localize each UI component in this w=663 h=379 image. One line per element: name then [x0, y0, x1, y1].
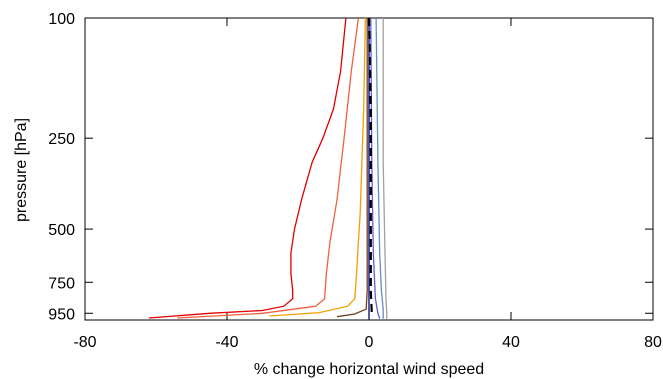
series-line-9	[367, 17, 373, 314]
y-tick-label: 750	[48, 275, 75, 292]
y-axis-title: pressure [hPa]	[13, 118, 30, 222]
y-tick-label: 100	[48, 11, 75, 28]
y-tick-label: 500	[48, 222, 75, 239]
x-axis-title: % change horizontal wind speed	[254, 361, 484, 378]
series-line-5	[382, 18, 388, 319]
x-tick-label: -80	[73, 334, 96, 351]
x-tick-label: 0	[365, 334, 374, 351]
y-tick-label: 250	[48, 131, 75, 148]
series-line-3	[269, 17, 367, 317]
y-tick-label: 950	[48, 306, 75, 323]
series-line-1	[148, 17, 347, 319]
x-tick-label: -40	[215, 334, 238, 351]
y-axis-ticks: 100 250 500 750 950	[48, 11, 653, 323]
series-line-6	[375, 17, 384, 319]
series-line-2	[177, 17, 360, 319]
x-tick-label: 40	[502, 334, 520, 351]
series-line-4	[336, 18, 368, 318]
series-layer	[148, 17, 388, 319]
x-tick-label: 80	[644, 334, 662, 351]
